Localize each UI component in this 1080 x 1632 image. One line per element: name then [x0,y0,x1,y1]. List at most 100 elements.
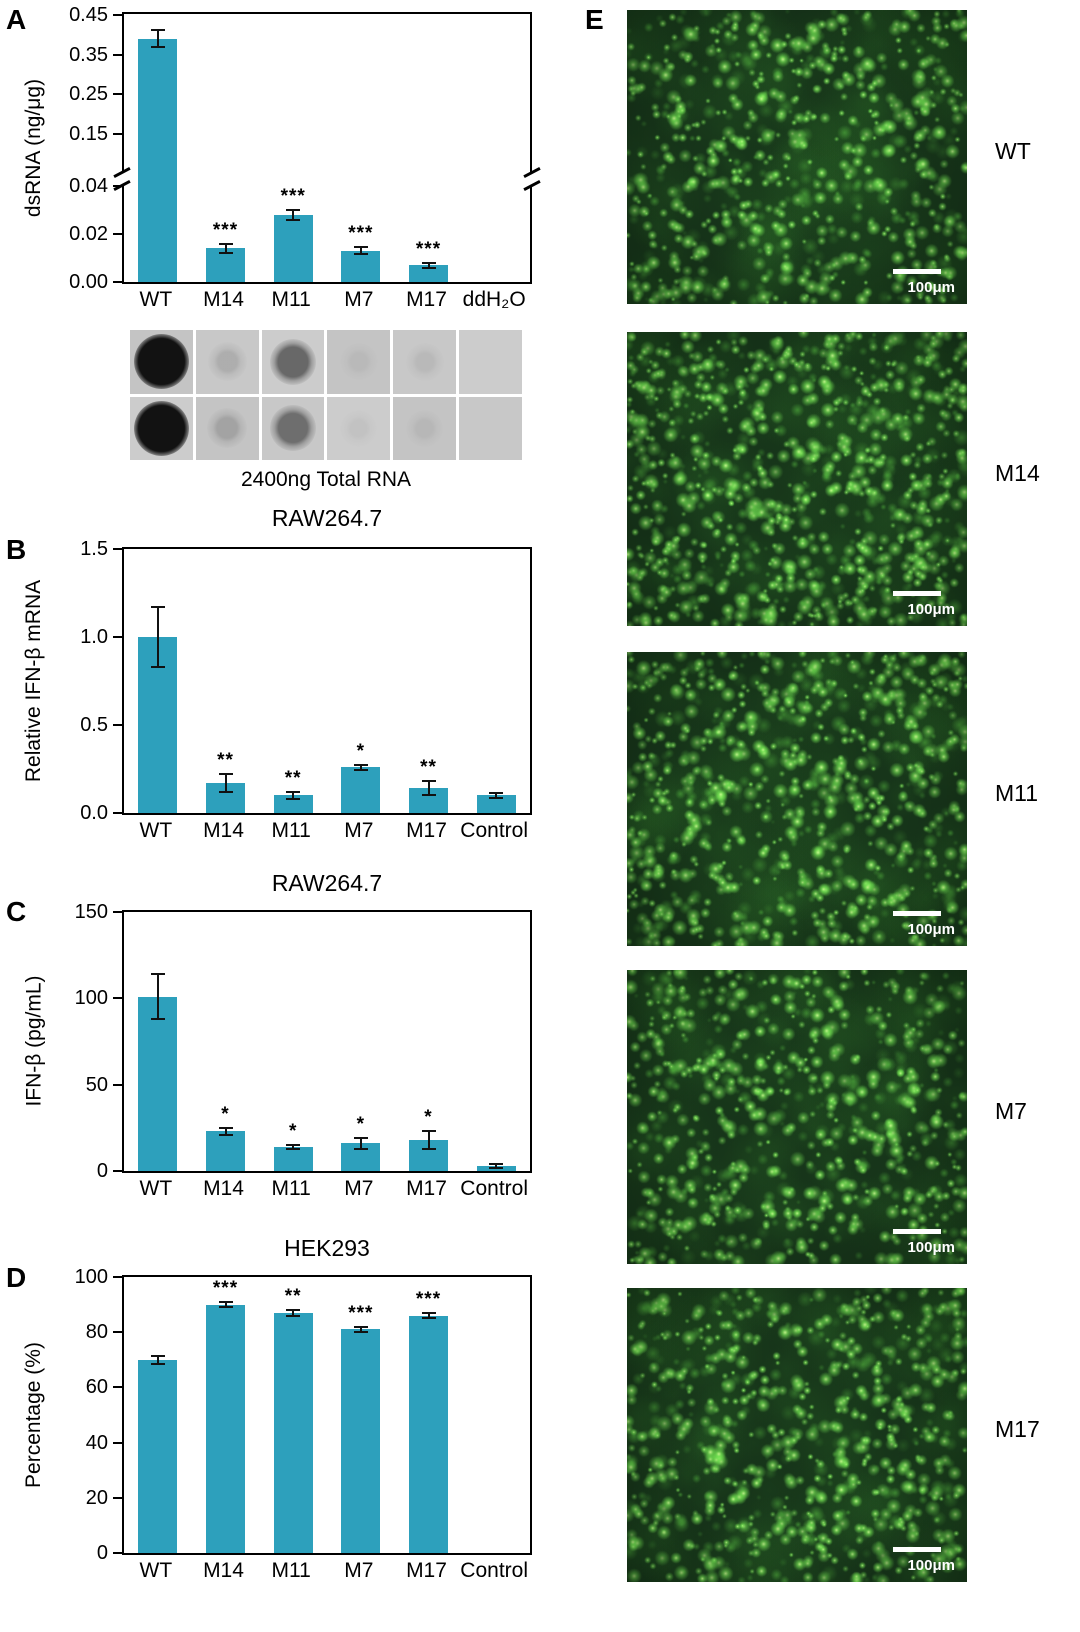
y-tick [113,53,122,56]
micrograph-m17: 100μm [627,1288,967,1582]
error-cap [218,252,233,255]
micrograph-wt: 100μm [627,10,967,304]
significance-label: ** [420,757,437,779]
y-tick-label: 0.04 [69,175,108,197]
significance-label: * [424,1107,433,1129]
error-bar [156,974,159,1020]
x-category-label: M17 [406,1559,447,1582]
error-bar [224,774,227,792]
significance-label: ** [217,750,234,772]
error-bar [292,791,295,799]
y-tick-label: 40 [85,1431,108,1454]
significance-label: *** [415,1289,442,1311]
micrograph-label-m17: M17 [995,1416,1040,1442]
bar-WT [138,1359,178,1553]
scale-bar-label: 100μm [907,1239,955,1256]
error-cap [421,266,436,269]
bar-WT [138,996,178,1171]
chart-ifnb-protein-x-axis: WT M14 M11 M7 M17 Control [122,1177,532,1205]
y-tick-label: 100 [74,987,108,1010]
bar-M7 [341,250,381,282]
scale-bar [893,1229,941,1234]
y-tick [113,14,122,16]
significance-label: *** [415,238,442,260]
error-cap [150,46,165,49]
error-cap [353,1330,368,1333]
y-tick [113,93,122,95]
error-cap [489,1166,504,1169]
chart-ifnb-mrna: RAW264.7 Relative IFN-β mRNA 0.0 0.5 1.0 1.… [0,505,560,855]
scale-bar-label: 100μm [907,921,955,938]
error-bar [292,1145,295,1149]
error-bar [427,1131,430,1149]
y-tick-label: 20 [85,1486,108,1509]
error-cap [489,1163,504,1166]
bar-M14 [205,1131,246,1171]
y-tick [113,911,122,913]
axis-break-slash [523,179,541,192]
x-category-label: M11 [271,288,311,311]
significance-label: *** [348,223,374,245]
blot-cell-M14-r1 [195,330,259,394]
significance-label: * [288,1121,298,1143]
panel-label-a: A [6,4,27,35]
error-cap [286,1147,301,1150]
micrograph-m14: 100μm [627,332,967,626]
significance-label: *** [212,219,239,241]
error-cap [421,780,436,783]
bar-M14 [205,1304,246,1553]
y-tick-label: 80 [85,1321,108,1344]
error-bar [495,1164,498,1168]
bar-Control [476,795,516,813]
micrograph-label-m11: M11 [995,780,1039,806]
y-tick [113,812,122,814]
chart-ifnb-mrna-x-axis: WT M14 M11 M7 M17 Control [122,819,532,847]
error-bar [224,1301,227,1308]
scale-bar [893,911,941,916]
x-category-label: M11 [271,1177,311,1200]
panel-label-d: D [6,1262,27,1293]
y-tick [113,233,122,235]
error-bar [359,1138,362,1149]
x-category-label: M7 [344,288,374,311]
error-cap [421,1130,436,1133]
axis-break-cover [530,173,532,186]
y-tick-label: 1.5 [80,538,108,560]
significance-label: ** [284,1286,302,1308]
y-tick-label: 60 [85,1376,108,1399]
y-tick [113,1331,122,1334]
y-tick [113,281,122,283]
x-category-label: WT [139,1177,173,1200]
error-cap [286,790,301,793]
x-category-label: M14 [203,1177,244,1200]
chart-dsrna-plot-area: 0.00 0.02 0.04 0.15 0.25 0.35 0.45 *** *** *** *** [69,4,541,293]
bar-M7 [341,1329,381,1553]
y-tick [113,1276,122,1278]
error-bar [156,1355,159,1364]
error-cap [353,768,368,771]
significance-label: ** [284,767,302,789]
error-cap [489,791,504,794]
error-bar [224,243,227,254]
y-tick [113,1552,122,1554]
error-cap [286,1314,301,1317]
scale-bar-label: 100μm [907,601,955,618]
scale-bar [893,591,941,596]
blot-spot [405,342,444,381]
blot-cell-M7-r1 [327,330,391,394]
significance-label: *** [348,1303,374,1325]
chart-ifnb-protein-plot-area: 0 50 100 150 * * * * [75,901,532,1182]
micrograph-m7: 100μm [627,970,967,1264]
x-category-label: M14 [203,288,244,311]
error-bar [359,247,362,255]
bar-M11 [273,214,313,282]
blot-spot [133,400,190,456]
blot-spot [133,334,190,390]
error-cap [150,1018,165,1021]
error-bar [427,1313,430,1318]
y-tick-label: 150 [74,901,108,923]
chart-percentage-title: HEK293 [284,1235,370,1261]
chart-percentage: HEK293 Percentage (%) 0 20 40 60 80 100 *** ** *… [0,1235,560,1595]
error-cap [150,973,165,976]
error-bar [359,1327,362,1332]
